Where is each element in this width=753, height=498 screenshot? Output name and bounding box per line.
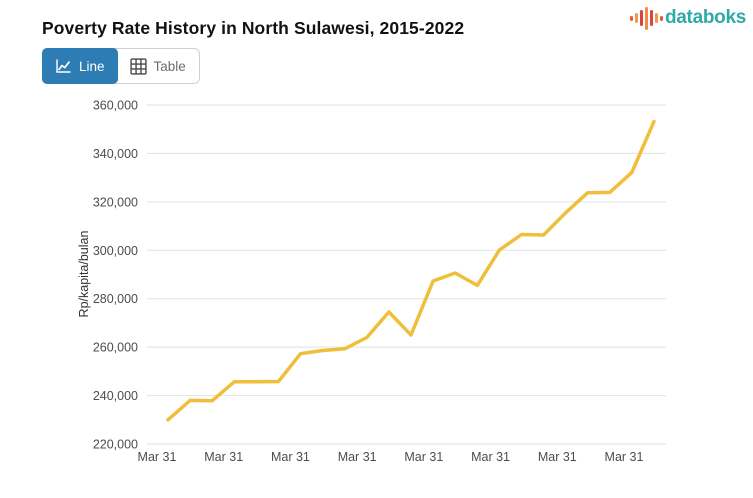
line-view-label: Line bbox=[79, 58, 105, 74]
y-tick-label: 340,000 bbox=[93, 147, 138, 161]
table-view-button[interactable]: Table bbox=[117, 49, 199, 83]
y-tick-label: 320,000 bbox=[93, 195, 138, 209]
line-chart-icon bbox=[55, 58, 72, 74]
x-tick-label: Mar 31 bbox=[271, 450, 310, 464]
databoks-bars-icon bbox=[629, 5, 663, 31]
y-tick-label: 300,000 bbox=[93, 244, 138, 258]
databoks-wordmark: databoks bbox=[664, 7, 746, 28]
x-tick-label: Mar 31 bbox=[471, 450, 510, 464]
x-tick-label: Mar 31 bbox=[538, 450, 577, 464]
x-tick-label: Mar 31 bbox=[138, 450, 177, 464]
poverty-line-series bbox=[166, 119, 656, 422]
y-tick-label: 280,000 bbox=[93, 292, 138, 306]
y-tick-label: 240,000 bbox=[93, 389, 138, 403]
y-axis-title: Rp/kapita/bulan bbox=[77, 231, 91, 318]
x-tick-label: Mar 31 bbox=[338, 450, 377, 464]
x-tick-label: Mar 31 bbox=[404, 450, 443, 464]
table-view-label: Table bbox=[153, 58, 186, 74]
line-view-button[interactable]: Line bbox=[42, 48, 118, 84]
page-title: Poverty Rate History in North Sulawesi, … bbox=[42, 17, 465, 38]
databoks-logo: databoks bbox=[629, 5, 746, 31]
table-icon bbox=[129, 57, 147, 75]
x-tick-label: Mar 31 bbox=[605, 450, 644, 464]
y-tick-label: 260,000 bbox=[93, 341, 138, 355]
y-tick-label: 360,000 bbox=[93, 99, 138, 113]
y-tick-label: 220,000 bbox=[93, 438, 138, 452]
x-tick-label: Mar 31 bbox=[204, 450, 243, 464]
view-toggle: Line Table bbox=[42, 48, 200, 84]
